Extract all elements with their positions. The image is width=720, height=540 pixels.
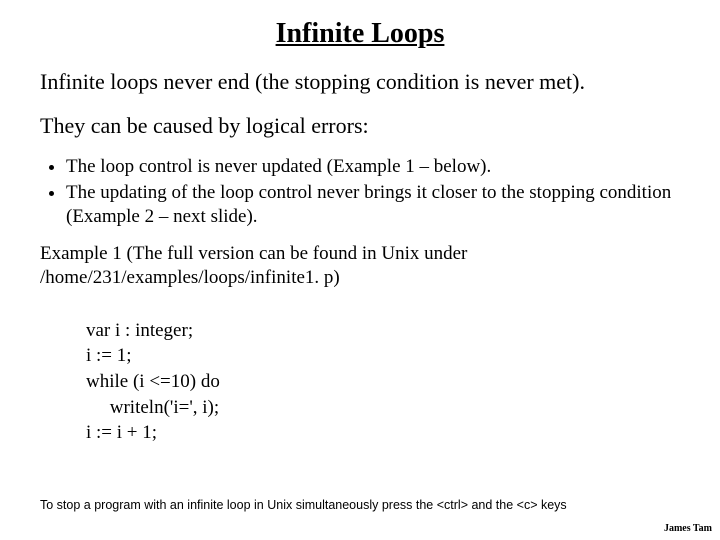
intro-paragraph: Infinite loops never end (the stopping c…	[40, 68, 680, 96]
cause-intro: They can be caused by logical errors:	[40, 112, 680, 140]
bullet-list: The loop control is never updated (Examp…	[40, 155, 680, 228]
example-line: /home/231/examples/loops/infinite1. p)	[40, 266, 680, 290]
example-note: Example 1 (The full version can be found…	[40, 242, 680, 290]
slide: Infinite Loops Infinite loops never end …	[0, 0, 720, 540]
footer-note: To stop a program with an infinite loop …	[40, 498, 567, 512]
list-item: The updating of the loop control never b…	[66, 181, 680, 229]
author-credit: James Tam	[664, 523, 712, 534]
example-line: Example 1 (The full version can be found…	[40, 242, 680, 266]
code-block: var i : integer; i := 1; while (i <=10) …	[86, 318, 680, 446]
slide-title: Infinite Loops	[40, 18, 680, 50]
list-item: The loop control is never updated (Examp…	[66, 155, 680, 179]
